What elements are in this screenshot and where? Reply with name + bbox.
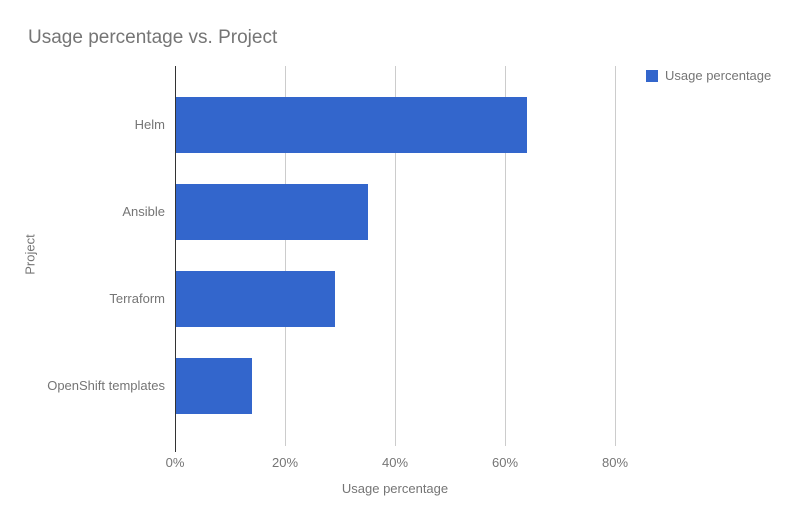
x-tick-label: 60% — [491, 455, 519, 470]
chart-title: Usage percentage vs. Project — [28, 27, 278, 48]
bar-openshift-templates[interactable] — [175, 358, 252, 414]
x-tick-label: 80% — [601, 455, 629, 470]
category-label: Terraform — [109, 291, 165, 306]
gridline — [285, 66, 286, 446]
x-tick-label: 0% — [165, 455, 185, 470]
x-tick-label: 20% — [271, 455, 299, 470]
category-label: Ansible — [122, 204, 165, 219]
x-axis-baseline — [175, 66, 176, 452]
gridline — [615, 66, 616, 446]
bar-ansible[interactable] — [175, 184, 368, 240]
bar-helm[interactable] — [175, 97, 527, 153]
legend-label: Usage percentage — [665, 68, 772, 83]
x-tick-label: 40% — [381, 455, 409, 470]
category-label: Helm — [134, 117, 165, 132]
gridline — [395, 66, 396, 446]
gridline — [505, 66, 506, 446]
x-axis-title: Usage percentage — [341, 481, 449, 496]
category-label: OpenShift templates — [47, 378, 165, 393]
legend-color-swatch — [646, 69, 658, 82]
bar-terraform[interactable] — [175, 271, 335, 327]
legend-item-usage-percentage[interactable]: Usage percentage — [646, 68, 771, 83]
plot-area: 0% 20% 40% 60% 80% Helm Ansible Terraform OpenSh… — [47, 66, 628, 470]
